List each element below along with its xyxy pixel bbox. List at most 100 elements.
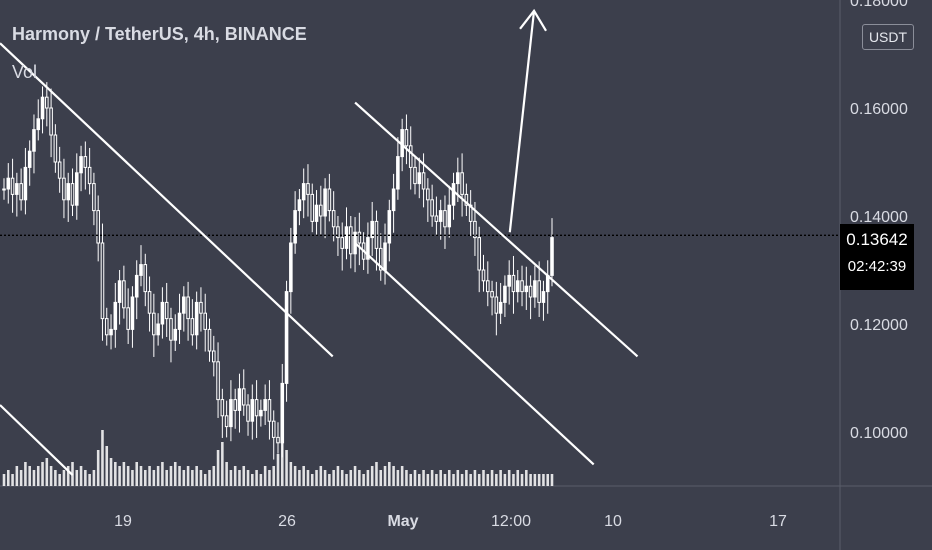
- candle-body: [417, 172, 422, 185]
- candle-body: [62, 177, 66, 201]
- candle-body: [477, 237, 482, 271]
- volume-bar: [221, 442, 224, 486]
- volume-bar: [259, 474, 263, 486]
- volume-bar: [233, 466, 237, 486]
- candle-body: [237, 388, 242, 411]
- candle-body: [396, 156, 400, 190]
- arrow-shaft: [508, 10, 536, 233]
- candle-body: [383, 242, 387, 271]
- volume-bar: [323, 470, 327, 486]
- x-tick-label: 17: [769, 513, 787, 530]
- candle-body: [177, 312, 182, 330]
- candle-body: [507, 274, 511, 287]
- candle-body: [19, 183, 23, 201]
- candle-body: [366, 237, 370, 260]
- volume-bar: [58, 474, 61, 486]
- candle-body: [456, 172, 460, 185]
- volume-bar: [469, 474, 472, 486]
- volume-bar: [49, 466, 53, 486]
- volume-bar: [396, 470, 400, 486]
- volume-bar: [66, 466, 70, 486]
- x-tick-label: 12:00: [491, 513, 531, 530]
- volume-bar: [186, 466, 190, 486]
- candle-body: [284, 291, 289, 384]
- candle-body: [404, 129, 409, 147]
- volume-bar: [447, 470, 451, 486]
- volume-bar: [435, 474, 438, 486]
- volume-bar: [199, 470, 203, 486]
- volume-bar: [101, 430, 104, 486]
- channel-upper-line: [354, 101, 639, 358]
- candle-body: [276, 436, 280, 444]
- candle-body: [254, 399, 259, 417]
- x-tick-label: 26: [278, 513, 296, 530]
- candle-body: [460, 172, 464, 195]
- candle-body: [53, 134, 58, 163]
- volume-bar: [482, 470, 485, 486]
- candle-body: [515, 280, 520, 293]
- currency-button[interactable]: USDT: [862, 24, 914, 50]
- candle-body: [23, 166, 28, 201]
- candle-body: [49, 107, 53, 136]
- volume-bar: [499, 470, 502, 486]
- candle-body: [451, 183, 456, 206]
- candle-body: [485, 280, 490, 293]
- candle-body: [370, 220, 374, 239]
- volume-bar: [225, 462, 228, 486]
- volume-bar: [195, 466, 198, 486]
- volume-bar: [285, 450, 288, 486]
- volume-bar: [280, 438, 284, 486]
- volume-bar: [272, 466, 276, 486]
- candle-body: [233, 399, 237, 411]
- candle-body: [520, 280, 524, 293]
- volume-bar: [41, 462, 44, 486]
- volume-bar: [490, 470, 494, 486]
- candle-body: [340, 237, 345, 249]
- volume-bar: [216, 450, 220, 486]
- candle-body: [122, 280, 126, 309]
- candle-body: [301, 183, 306, 201]
- candle-body: [164, 301, 169, 320]
- candle-body: [391, 188, 396, 212]
- volume-bar: [306, 470, 310, 486]
- volume-bar: [546, 474, 550, 486]
- candle-body: [263, 399, 267, 411]
- candle-body: [15, 183, 19, 195]
- candle-body: [310, 193, 315, 222]
- bar-countdown: 02:42:39: [847, 258, 907, 275]
- volume-bar: [79, 466, 83, 486]
- x-tick-label: May: [387, 513, 418, 530]
- candle-body: [541, 291, 546, 303]
- candle-body: [45, 96, 49, 109]
- candle-body: [550, 237, 554, 276]
- volume-bar: [456, 470, 460, 486]
- candle-body: [190, 318, 195, 336]
- candle-body: [246, 404, 250, 422]
- volume-bar: [520, 474, 524, 486]
- candle-body: [126, 307, 130, 330]
- volume-bar: [251, 474, 254, 486]
- volume-bar: [32, 470, 36, 486]
- volume-bar: [28, 466, 31, 486]
- candle-body: [289, 242, 293, 293]
- volume-bar: [550, 474, 554, 486]
- volume-bar: [238, 470, 241, 486]
- volume-bar: [315, 470, 318, 486]
- candle-body: [70, 183, 75, 206]
- volume-bar: [383, 466, 387, 486]
- candle-body: [533, 280, 537, 298]
- candle-body: [464, 193, 469, 206]
- volume-bar: [503, 474, 507, 486]
- volume-bar: [276, 454, 280, 486]
- candle-body: [92, 183, 96, 212]
- candle-body: [250, 399, 255, 422]
- volume-bar: [388, 462, 391, 486]
- candle-body: [79, 156, 83, 174]
- current-price: 0.13642: [846, 230, 908, 249]
- volume-bar: [375, 462, 378, 486]
- x-tick-label: 19: [114, 513, 132, 530]
- candle-body: [408, 145, 413, 168]
- volume-bar: [507, 470, 511, 486]
- channel-lower-line: [354, 242, 595, 466]
